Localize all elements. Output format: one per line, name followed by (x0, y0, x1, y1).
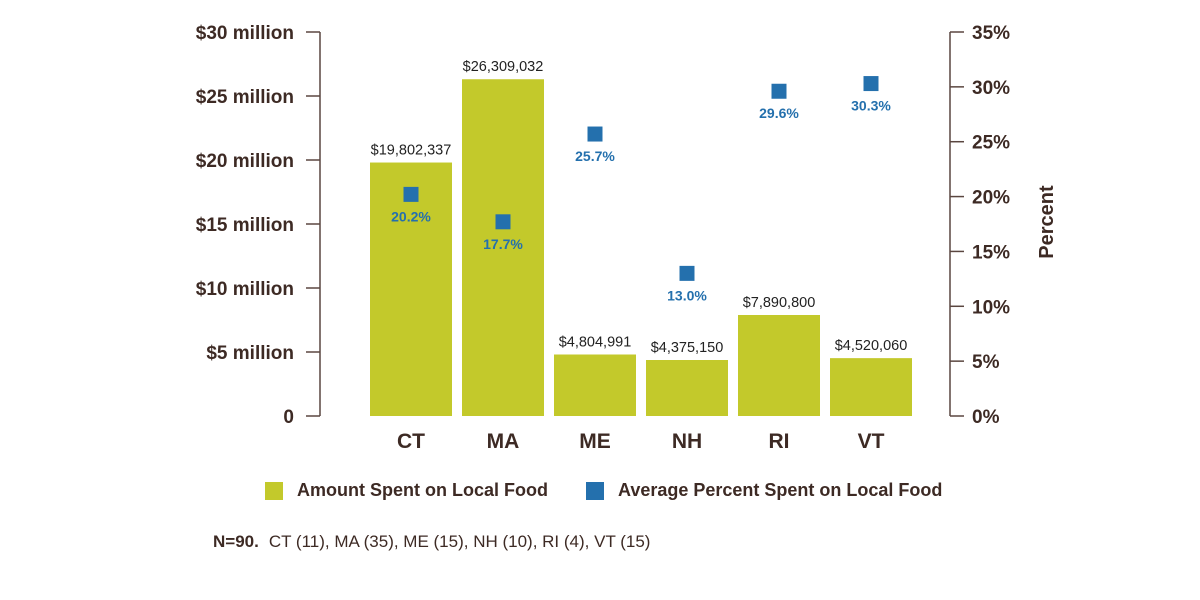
x-axis-labels: CT MA ME NH RI VT (397, 430, 885, 453)
legend-swatch-percent (585, 481, 604, 500)
marker-value-label-nh: 13.0% (667, 287, 707, 303)
marker-nh (679, 265, 695, 281)
right-axis-title: Percent (1036, 185, 1058, 259)
right-axis-tick-label: 30% (972, 78, 1010, 99)
bar-me (554, 354, 636, 416)
right-axis-tick-label: 0% (972, 407, 1000, 428)
right-axis-tick-label: 15% (972, 242, 1010, 263)
legend: Amount Spent on Local Food Average Perce… (265, 480, 980, 501)
legend-label-percent: Average Percent Spent on Local Food (617, 480, 943, 500)
marker-value-label-ct: 20.2% (391, 208, 431, 224)
legend-swatch-amount (265, 481, 283, 500)
left-axis-tick-label: $15 million (196, 215, 294, 236)
bar-value-label-ma: $26,309,032 (463, 59, 544, 75)
bar-value-label-ri: $7,890,800 (743, 295, 816, 311)
bar-value-label-ct: $19,802,337 (371, 143, 452, 159)
bar-ri (738, 314, 820, 416)
x-tick-label-ma: MA (487, 430, 520, 453)
marker-value-label-ma: 17.7% (483, 236, 523, 252)
legend-item-amount: Amount Spent on Local Food (265, 480, 548, 501)
left-axis-tick-label: $25 million (196, 87, 294, 108)
marker-ma (495, 214, 511, 230)
left-axis-tick-label: $30 million (196, 23, 294, 44)
right-axis-tick-label: 5% (972, 352, 1000, 373)
x-tick-label-ct: CT (397, 430, 425, 453)
sample-note-label: N=90. (213, 532, 259, 551)
marker-value-label-me: 25.7% (575, 148, 615, 164)
marker-vt (863, 76, 879, 92)
sample-note: N=90. CT (11), MA (35), ME (15), NH (10),… (213, 532, 650, 552)
marker-series: 20.2% 17.7% 25.7% 13.0% 29.6% 30.3% (391, 76, 891, 303)
legend-label-amount: Amount Spent on Local Food (297, 480, 548, 500)
marker-me (587, 126, 603, 142)
bar-nh (646, 359, 728, 416)
right-axis-tick-label: 20% (972, 188, 1010, 209)
left-axis-tick-label: $5 million (206, 343, 294, 364)
bar-series: $19,802,337 $26,309,032 $4,804,991 $4,375,1… (370, 59, 912, 417)
x-tick-label-nh: NH (672, 430, 702, 453)
left-axis-tick-label: 0 (283, 407, 294, 428)
marker-ct (403, 186, 419, 202)
left-axis-tick-label: $20 million (196, 151, 294, 172)
marker-value-label-vt: 30.3% (851, 98, 891, 114)
right-axis-tick-label: 35% (972, 23, 1010, 44)
legend-item-percent: Average Percent Spent on Local Food (585, 480, 943, 501)
marker-ri (771, 83, 787, 99)
sample-note-text: CT (11), MA (35), ME (15), NH (10), RI (… (268, 532, 651, 551)
bar-vt (830, 358, 912, 416)
bar-value-label-nh: $4,375,150 (651, 340, 724, 356)
bar-ma (462, 79, 544, 417)
bar-ct (370, 162, 452, 416)
bar-value-label-vt: $4,520,060 (835, 338, 908, 354)
x-tick-label-ri: RI (769, 430, 790, 453)
left-axis: 0 $5 million $10 million $15 million $20 mil… (196, 23, 321, 428)
right-axis-tick-label: 25% (972, 133, 1010, 154)
x-tick-label-vt: VT (858, 430, 885, 453)
bar-value-label-me: $4,804,991 (559, 334, 632, 350)
left-axis-tick-label: $10 million (196, 279, 294, 300)
marker-value-label-ri: 29.6% (759, 105, 799, 121)
x-tick-label-me: ME (579, 430, 611, 453)
right-axis-tick-label: 10% (972, 297, 1010, 318)
right-axis: 0% 5% 10% 15% 20% 25% 30% 35% (949, 23, 1010, 428)
